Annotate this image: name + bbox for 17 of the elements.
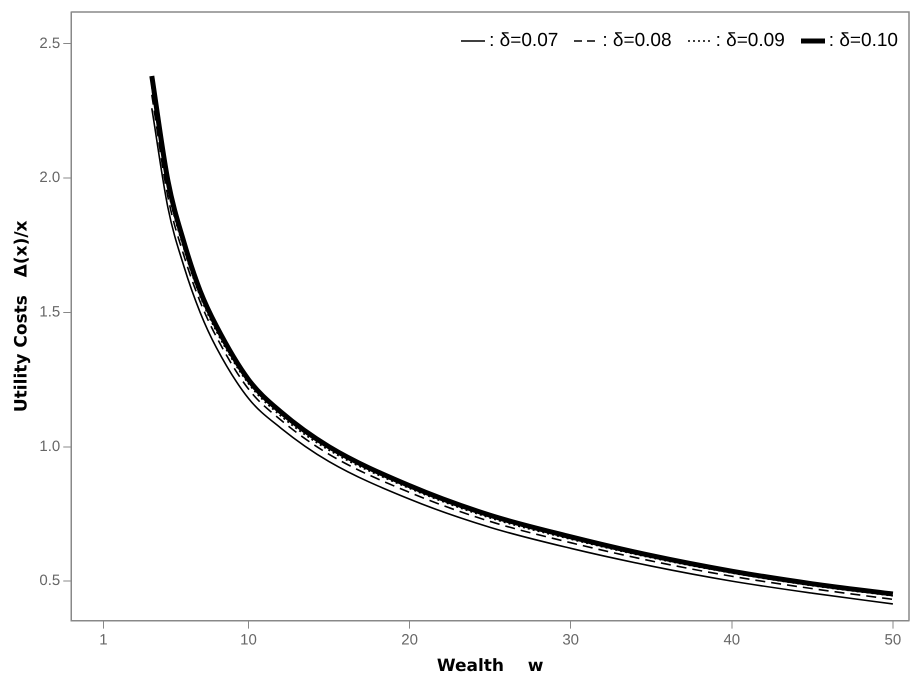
y-axis-title: Utility Costs Δ(x)/x	[12, 220, 32, 412]
legend-label: : δ=0.10	[828, 30, 898, 52]
y-tick-label: 1.5	[39, 304, 60, 321]
x-axis-title: Wealth w	[436, 656, 544, 676]
y-tick-label: 1.0	[39, 438, 60, 455]
y-tick-label: 2.0	[39, 169, 60, 186]
legend-label: : δ=0.07	[489, 30, 558, 52]
legend-label: : δ=0.09	[716, 30, 785, 52]
x-tick-label: 50	[884, 632, 902, 649]
x-tick-label: 40	[723, 632, 740, 649]
x-tick-label: 10	[240, 632, 257, 649]
x-tick-label: 1	[99, 632, 108, 649]
legend-label: : δ=0.08	[602, 30, 672, 52]
x-tick-label: 30	[562, 632, 580, 649]
y-tick-label: 0.5	[39, 572, 60, 590]
y-tick-label: 2.5	[39, 34, 60, 52]
x-tick-label: 20	[401, 632, 418, 649]
